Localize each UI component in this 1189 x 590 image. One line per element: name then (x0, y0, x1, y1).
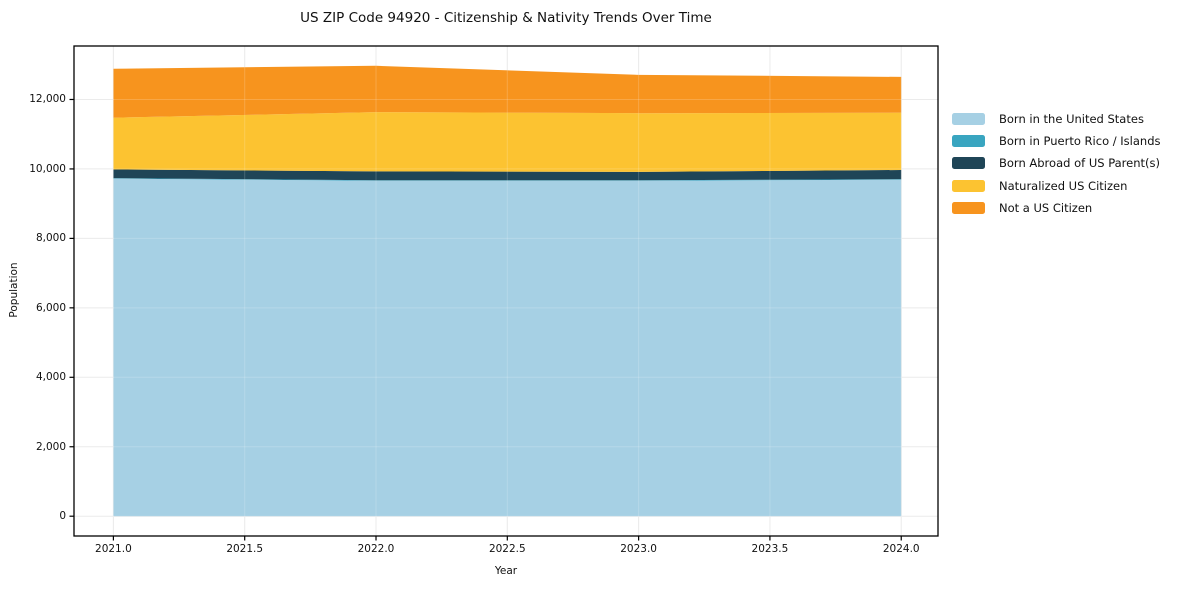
x-tick-label: 2021.5 (226, 543, 264, 555)
y-tick-label: 2,000 (35, 440, 66, 453)
legend-label: Born in Puerto Rico / Islands (999, 134, 1161, 149)
legend-swatch (952, 135, 985, 148)
y-tick-label: 10,000 (29, 162, 66, 175)
legend-swatch (952, 201, 985, 214)
area-born-in-the-united-states (113, 178, 902, 517)
legend-item: Naturalized US Citizen (952, 175, 1161, 197)
legend-swatch (952, 113, 985, 126)
plot-frame (73, 45, 939, 537)
x-tick-label: 2022.5 (488, 543, 526, 555)
x-tick-label: 2023.5 (751, 543, 789, 555)
legend-label: Born in the United States (999, 112, 1144, 127)
x-axis-label: Year (494, 565, 518, 577)
legend: Born in the United States Born in Puerto … (952, 108, 1161, 219)
x-tick-label: 2021.0 (95, 543, 132, 555)
area-born-abroad-of-us-parent-s (113, 169, 902, 181)
legend-item: Born Abroad of US Parent(s) (952, 152, 1161, 174)
legend-item: Born in Puerto Rico / Islands (952, 130, 1161, 152)
area-naturalized-us-citizen (113, 112, 902, 172)
legend-swatch (952, 157, 985, 170)
legend-label: Not a US Citizen (999, 200, 1093, 215)
legend-item: Born in the United States (952, 108, 1161, 130)
y-tick-label: 4,000 (35, 371, 66, 384)
legend-label: Naturalized US Citizen (999, 178, 1128, 193)
x-tick-label: 2024.0 (882, 543, 920, 555)
y-tick-label: 8,000 (35, 232, 66, 245)
area-born-in-puerto-rico-islands (113, 178, 902, 181)
chart-title: US ZIP Code 94920 - Citizenship & Nativi… (300, 10, 712, 26)
y-tick-label: 12,000 (29, 93, 66, 106)
legend-label: Born Abroad of US Parent(s) (999, 156, 1160, 171)
legend-swatch (952, 179, 985, 192)
area-not-a-us-citizen (113, 65, 902, 118)
y-tick-label: 6,000 (35, 301, 66, 314)
y-tick-label: 0 (59, 510, 66, 523)
x-tick-label: 2023.0 (620, 543, 657, 555)
x-tick-label: 2022.0 (357, 543, 395, 555)
legend-item: Not a US Citizen (952, 197, 1161, 219)
